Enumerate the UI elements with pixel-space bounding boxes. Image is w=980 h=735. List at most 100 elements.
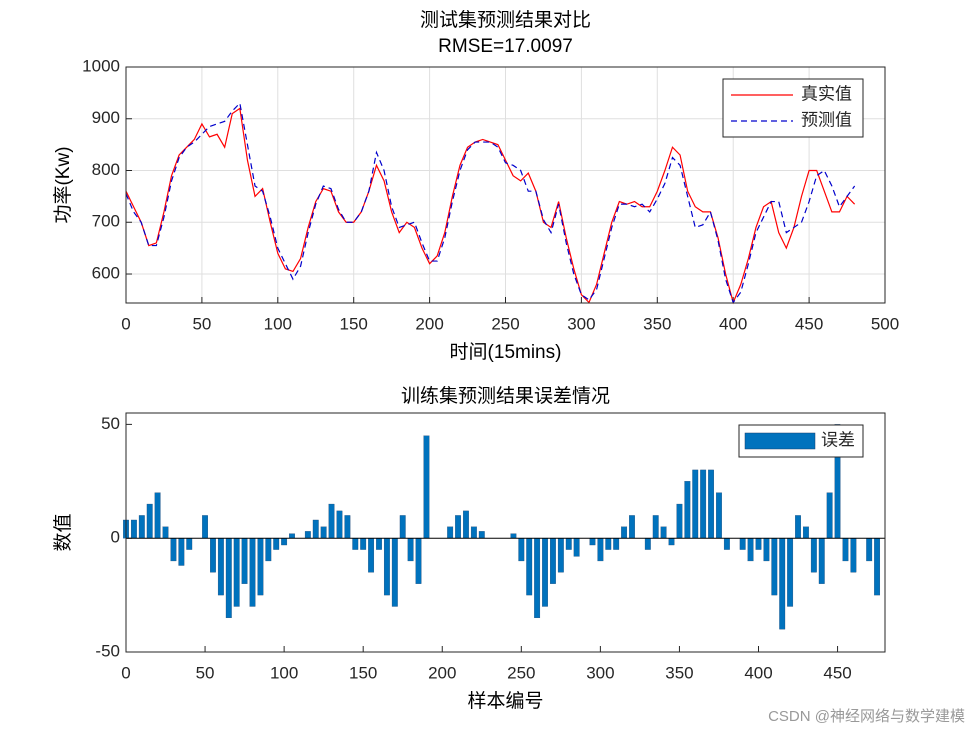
- bar: [652, 515, 659, 539]
- bar: [621, 526, 628, 539]
- bar: [874, 538, 881, 596]
- x-axis-label: 时间(15mins): [450, 341, 562, 363]
- x-tick-label: 100: [264, 314, 292, 333]
- bar: [692, 469, 699, 539]
- legend-box: [722, 78, 864, 138]
- bar: [289, 533, 295, 539]
- legend-swatch: [744, 432, 816, 450]
- x-tick-label: 400: [719, 314, 747, 333]
- bar: [344, 515, 351, 539]
- bar: [162, 526, 169, 539]
- axes-box: [125, 412, 886, 653]
- legend-label: 误差: [821, 430, 855, 449]
- bar: [795, 515, 801, 539]
- y-tick-label: 800: [92, 160, 120, 179]
- x-tick-label: 450: [795, 314, 823, 333]
- x-tick-label: 250: [507, 663, 535, 682]
- y-axis-label: 数值: [52, 513, 74, 551]
- bar: [771, 538, 778, 596]
- bar: [557, 538, 564, 573]
- bar: [613, 538, 620, 550]
- x-tick-label: 0: [121, 663, 130, 682]
- series-line: [125, 101, 856, 304]
- x-tick-label: 50: [196, 663, 215, 682]
- bar: [138, 515, 145, 539]
- bar: [755, 538, 762, 550]
- x-tick-label: 400: [744, 663, 772, 682]
- bar: [447, 526, 454, 539]
- x-tick-label: 300: [586, 663, 614, 682]
- bar: [241, 538, 248, 584]
- bar: [565, 538, 572, 550]
- bar: [842, 538, 849, 562]
- bar: [407, 538, 414, 562]
- bar: [368, 538, 375, 573]
- bar: [281, 538, 288, 546]
- bar: [739, 538, 746, 550]
- x-tick-label: 50: [192, 314, 211, 333]
- y-tick-label: 1000: [82, 56, 120, 75]
- bar: [573, 538, 580, 557]
- bar: [178, 538, 185, 566]
- bar: [826, 492, 833, 539]
- bar: [660, 526, 667, 539]
- y-tick-label: 50: [101, 414, 120, 433]
- bar: [320, 526, 327, 539]
- bar: [391, 538, 398, 607]
- bar: [463, 510, 469, 539]
- bar: [542, 538, 548, 607]
- bar: [455, 515, 461, 539]
- x-tick-label: 0: [121, 314, 130, 333]
- x-tick-label: 250: [491, 314, 519, 333]
- bar: [249, 538, 256, 607]
- bar: [202, 515, 208, 539]
- bar: [534, 538, 541, 619]
- bar: [423, 435, 430, 539]
- bar: [700, 469, 707, 539]
- x-tick-label: 500: [871, 314, 899, 333]
- bar: [510, 533, 517, 539]
- chart-subtitle: RMSE=17.0097: [438, 36, 573, 57]
- y-tick-label: 900: [92, 108, 120, 127]
- bar: [716, 492, 722, 539]
- bar: [376, 538, 382, 550]
- bar: [518, 538, 525, 562]
- bar: [170, 538, 177, 562]
- bar: [257, 538, 264, 596]
- bar: [723, 538, 730, 550]
- legend-label: 真实值: [801, 84, 852, 103]
- bar: [415, 538, 422, 584]
- bar: [186, 538, 193, 550]
- bar: [328, 503, 335, 539]
- bar: [273, 538, 280, 550]
- y-tick-label: 0: [111, 528, 120, 547]
- bar: [360, 538, 367, 550]
- x-tick-label: 150: [349, 663, 377, 682]
- bar: [708, 469, 714, 539]
- x-tick-label: 100: [270, 663, 298, 682]
- bar: [668, 538, 675, 546]
- bar: [399, 515, 406, 539]
- bar: [597, 538, 604, 562]
- chart-title: 训练集预测结果误差情况: [401, 385, 610, 407]
- bar: [866, 538, 873, 562]
- bar: [803, 526, 809, 539]
- y-axis-label: 功率(Kw): [52, 146, 74, 223]
- x-tick-label: 450: [823, 663, 851, 682]
- bar: [787, 538, 794, 607]
- bar: [146, 503, 153, 539]
- x-tick-label: 350: [643, 314, 671, 333]
- bar: [747, 538, 754, 562]
- x-tick-label: 200: [415, 314, 443, 333]
- bar: [304, 531, 311, 539]
- bar: [676, 503, 683, 539]
- bar: [763, 538, 770, 562]
- bar: [383, 538, 390, 596]
- bar: [154, 492, 161, 539]
- legend-label: 预测值: [801, 110, 852, 129]
- x-tick-label: 200: [428, 663, 456, 682]
- bar: [629, 515, 635, 539]
- bar: [130, 519, 137, 539]
- bar: [818, 538, 825, 584]
